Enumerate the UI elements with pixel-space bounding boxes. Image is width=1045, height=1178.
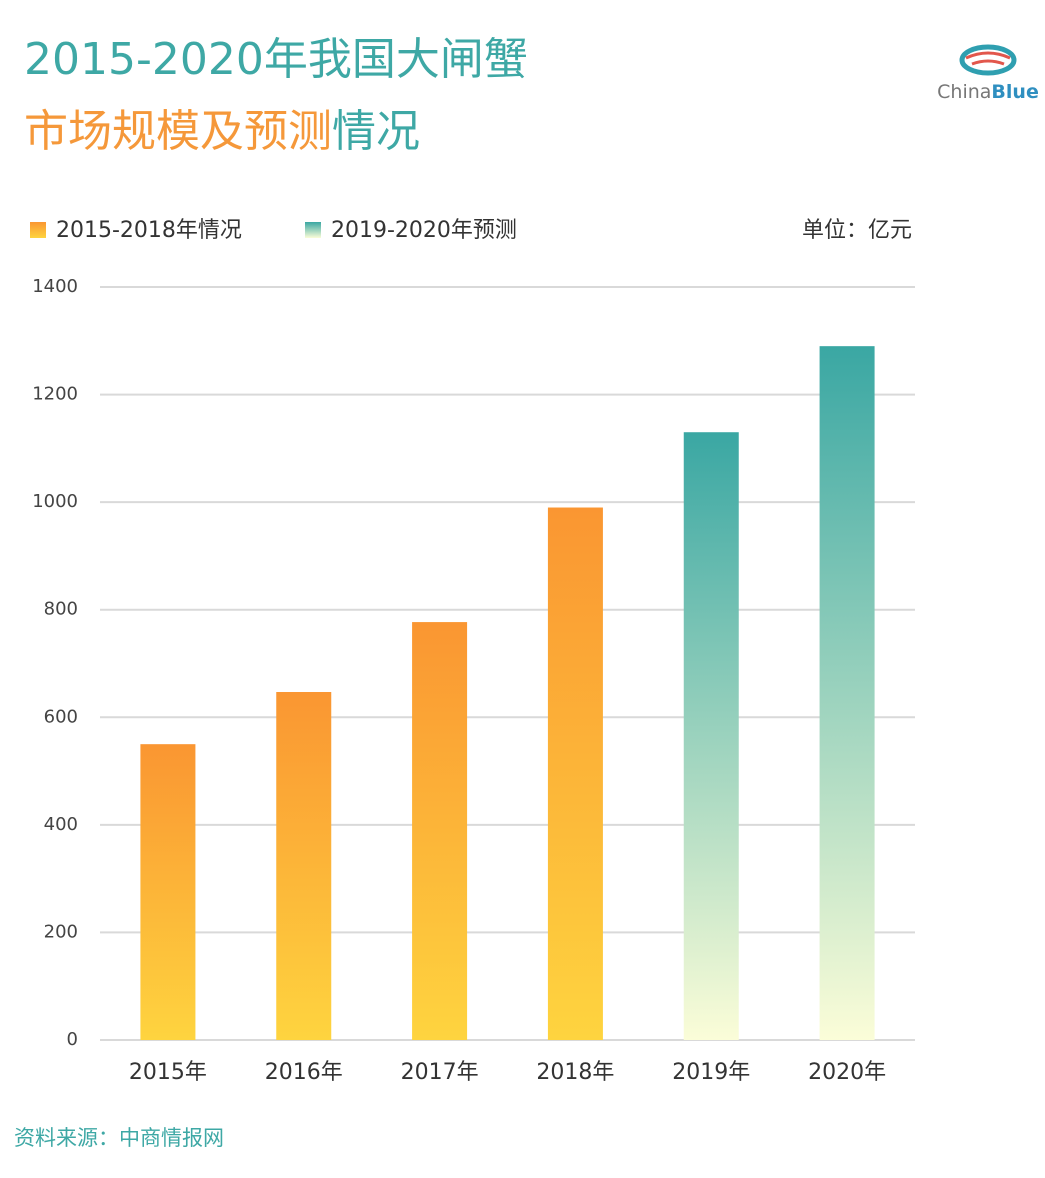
- logo-icon: [965, 51, 1011, 66]
- y-tick-label: 600: [44, 706, 78, 727]
- subtitle-part: 市场规模及预测: [24, 106, 332, 157]
- y-tick-label: 1400: [32, 276, 78, 297]
- logo-part: Blue: [991, 81, 1038, 103]
- legend-label: 2019-2020年预测: [331, 218, 517, 243]
- y-tick-label: 400: [44, 814, 78, 835]
- legend-swatch: [305, 222, 321, 238]
- logo-text: ChinaBlue: [937, 81, 1039, 103]
- x-tick-label: 2015年: [129, 1060, 207, 1085]
- x-tick-label: 2016年: [265, 1060, 343, 1085]
- logo-icon: [959, 44, 1017, 76]
- subtitle-part: 情况: [332, 106, 420, 157]
- bar: [547, 507, 603, 1040]
- x-tick-label: 2020年: [808, 1060, 886, 1085]
- logo-part: China: [937, 81, 991, 103]
- y-tick-label: 0: [67, 1029, 78, 1050]
- source-note: 资料来源：中商情报网: [14, 1126, 224, 1150]
- bar: [683, 432, 739, 1040]
- y-tick-label: 800: [44, 599, 78, 620]
- bar: [412, 622, 468, 1040]
- legend-swatch: [30, 222, 46, 238]
- bar: [140, 744, 196, 1040]
- x-tick-label: 2017年: [401, 1060, 479, 1085]
- bar: [819, 346, 875, 1040]
- chart-title: 2015-2020年我国大闸蟹: [24, 34, 528, 85]
- y-tick-label: 200: [44, 921, 78, 942]
- x-tick-label: 2018年: [536, 1060, 614, 1085]
- bar: [276, 692, 332, 1040]
- unit-label: 单位：亿元: [802, 218, 912, 243]
- y-tick-label: 1000: [32, 491, 78, 512]
- y-tick-label: 1200: [32, 384, 78, 405]
- x-tick-label: 2019年: [672, 1060, 750, 1085]
- logo: ChinaBlue: [937, 44, 1039, 103]
- chart-subtitle: 市场规模及预测情况: [24, 106, 420, 157]
- legend-label: 2015-2018年情况: [56, 218, 242, 243]
